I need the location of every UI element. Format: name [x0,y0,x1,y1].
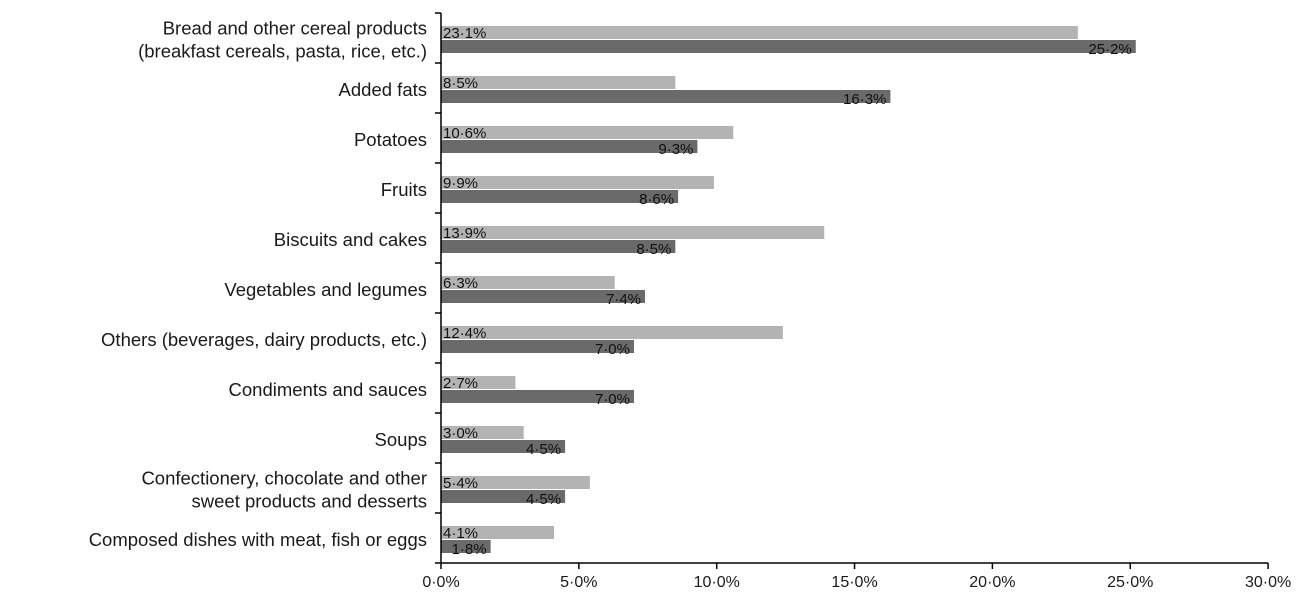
category-label-6: Others (beverages, dairy products, etc.) [101,329,427,350]
bar-series1-6 [441,326,783,339]
bar-series1-1 [441,76,676,89]
category-label-4: Biscuits and cakes [274,229,427,250]
category-label-2: Potatoes [354,129,427,150]
bar-series1-0 [441,26,1078,39]
bar-series2-3 [441,190,679,203]
bar-series1-4 [441,226,825,239]
category-label-5: Vegetables and legumes [224,279,427,300]
data-label-series2-7: 7·0% [595,391,630,408]
data-label-series2-8: 4·5% [526,441,561,458]
data-label-series2-0: 25·2% [1088,41,1131,58]
bar-series2-7 [441,390,634,403]
bar-series2-4 [441,240,676,253]
bar-series2-2 [441,140,698,153]
data-label-series2-9: 4·5% [526,491,561,508]
data-label-series2-10: 1·8% [452,541,487,558]
category-label-0: Bread and other cereal products (breakfas… [138,18,427,62]
bar-series1-10 [441,526,555,539]
x-tick-label-1: 5·0% [560,574,597,591]
bar-series2-0 [441,40,1136,53]
data-label-series2-5: 7·4% [606,291,641,308]
bar-series2-9 [441,490,566,503]
x-tick-label-0: 0·0% [422,574,459,591]
data-label-series1-8: 3·0% [443,425,478,442]
bar-series2-8 [441,440,566,453]
data-label-series1-6: 12·4% [443,325,486,342]
data-label-series1-5: 6·3% [443,275,478,292]
bar-series2-1 [441,90,891,103]
data-label-series2-3: 8·6% [639,191,674,208]
data-label-series2-6: 7·0% [595,341,630,358]
bar-series1-3 [441,176,714,189]
x-tick-label-4: 20·0% [969,574,1015,591]
category-label-3: Fruits [381,179,427,200]
data-label-series1-2: 10·6% [443,125,486,142]
data-label-series1-10: 4·1% [443,525,478,542]
data-label-series1-1: 8·5% [443,75,478,92]
x-tick-label-2: 10·0% [694,574,740,591]
data-label-series1-3: 9·9% [443,175,478,192]
bar-series1-9 [441,476,590,489]
x-tick-label-5: 25·0% [1107,574,1153,591]
bar-series1-7 [441,376,516,389]
data-label-series2-4: 8·5% [636,241,671,258]
data-label-series2-1: 16·3% [843,91,886,108]
bar-series2-6 [441,340,634,353]
category-label-7: Condiments and sauces [229,379,427,400]
bar-series1-8 [441,426,524,439]
category-label-9: Confectionery, chocolate and other sweet … [141,468,427,512]
bar-series1-5 [441,276,615,289]
category-label-1: Added fats [339,79,427,100]
data-label-series1-4: 13·9% [443,225,486,242]
data-label-series1-9: 5·4% [443,475,478,492]
bar-series2-5 [441,290,646,303]
category-label-10: Composed dishes with meat, fish or eggs [89,529,427,550]
data-label-series1-0: 23·1% [443,25,486,42]
x-tick-label-6: 30·0% [1245,574,1291,591]
x-tick-label-3: 15·0% [831,574,877,591]
category-label-8: Soups [375,429,427,450]
bar-series1-2 [441,126,734,139]
data-label-series2-2: 9·3% [658,141,693,158]
bar-series2-10 [441,540,491,553]
data-label-series1-7: 2·7% [443,375,478,392]
